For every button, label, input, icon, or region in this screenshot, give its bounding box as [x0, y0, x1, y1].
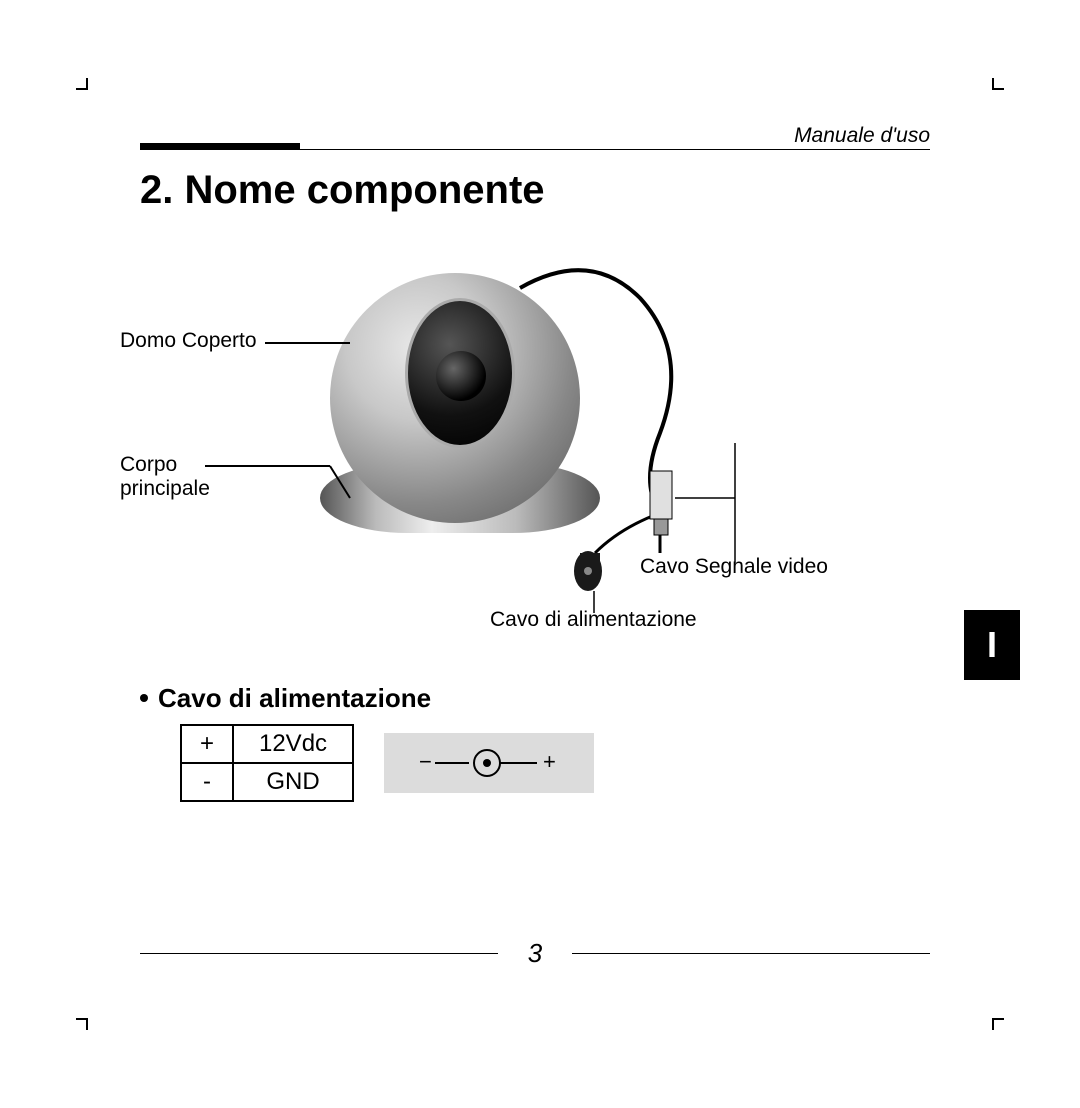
crop-mark: [76, 78, 88, 90]
crop-mark: [992, 1018, 1004, 1030]
plus-label: +: [543, 749, 556, 774]
subsection-title: Cavo di alimentazione: [140, 683, 930, 714]
header-line: [140, 149, 930, 150]
label-main-body-line2: principale: [120, 477, 210, 500]
footer-line-right: [572, 953, 930, 954]
page-number: 3: [498, 938, 572, 969]
cell-sign: -: [181, 763, 233, 801]
dc-jack-polarity-diagram: − +: [384, 733, 594, 793]
component-diagram: Domo Coperto Corpo principale Cavo Segna…: [120, 253, 930, 653]
label-video-cable: Cavo Segnale video: [640, 555, 828, 579]
table-row: - GND: [181, 763, 353, 801]
dome-camera-illustration: [320, 273, 600, 533]
subsection-title-text: Cavo di alimentazione: [158, 683, 431, 713]
cell-value: GND: [233, 763, 353, 801]
label-main-body: Corpo principale: [120, 453, 210, 501]
label-power-cable: Cavo di alimentazione: [490, 608, 697, 632]
power-info-row: + 12Vdc - GND − +: [180, 724, 930, 802]
page-content: Manuale d'uso 2. Nome componente: [140, 130, 930, 802]
power-connector-icon: [574, 551, 602, 591]
crop-mark: [992, 78, 1004, 90]
dome-lens: [436, 351, 486, 401]
footer: 3: [140, 938, 930, 968]
minus-label: −: [419, 749, 432, 774]
header-rule: Manuale d'uso: [140, 130, 930, 150]
section-title: 2. Nome componente: [140, 168, 930, 213]
label-dome-cover: Domo Coperto: [120, 329, 257, 353]
dome-lens-window: [405, 298, 515, 448]
video-connector-icon: [650, 471, 672, 535]
crop-mark: [76, 1018, 88, 1030]
power-cable-subsection: Cavo di alimentazione + 12Vdc - GND −: [140, 683, 930, 802]
footer-line-left: [140, 953, 498, 954]
cell-value: 12Vdc: [233, 725, 353, 763]
cell-sign: +: [181, 725, 233, 763]
document-title: Manuale d'uso: [784, 124, 930, 148]
bullet-icon: [140, 694, 148, 702]
power-polarity-table: + 12Vdc - GND: [180, 724, 354, 802]
language-tab: I: [964, 610, 1020, 680]
table-row: + 12Vdc: [181, 725, 353, 763]
label-main-body-line1: Corpo: [120, 453, 177, 476]
